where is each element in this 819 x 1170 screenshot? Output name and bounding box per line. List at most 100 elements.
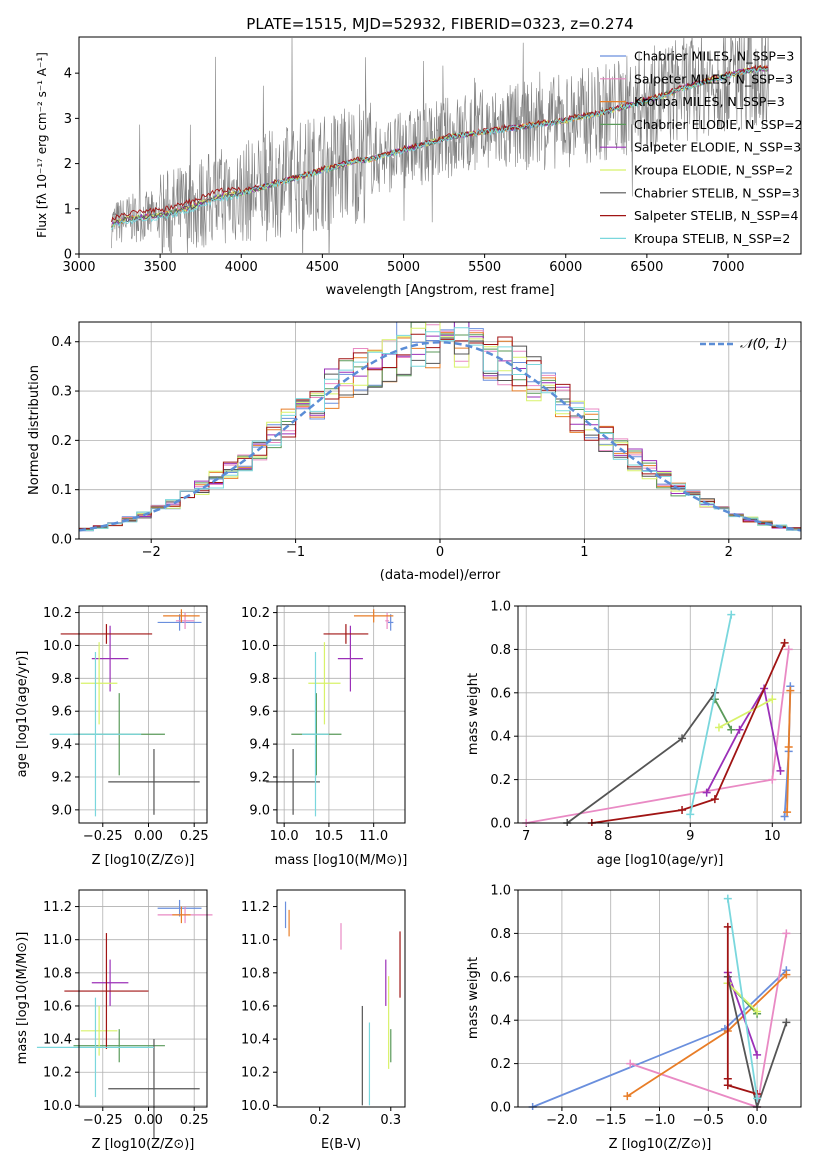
weight-marker (714, 723, 723, 732)
residuals-plot-area (79, 322, 801, 539)
y-tick-label: 2 (64, 157, 72, 172)
weight-marker (686, 810, 695, 819)
panel-frame (78, 889, 208, 1108)
y-tick-label: 9.0 (51, 803, 72, 818)
residuals-ticks: −2 −1 0 1 2 0.0 0.1 0.2 0.3 0.4 (51, 321, 802, 560)
y-tick-label: 0.0 (490, 1101, 511, 1116)
spectrum-plot-area (110, 37, 769, 254)
weight-marker (768, 775, 777, 784)
panel-frame (78, 605, 208, 824)
legend-label: Kroupa MILES, N_SSP=3 (634, 94, 785, 109)
weight-marker (723, 1081, 732, 1090)
x-tick-label: 10 (764, 829, 781, 844)
residuals-panel: −2 −1 0 1 2 0.0 0.1 0.2 0.3 0.4 (data-model)/erro… (27, 321, 802, 583)
spectrum-title: PLATE=1515, MJD=52932, FIBERID=0323, z=0… (246, 15, 633, 33)
y-tick-label: 10.0 (241, 1099, 270, 1114)
weight-marker (702, 788, 711, 797)
x-tick-label: 5500 (468, 260, 501, 275)
x-tick-label: 0.00 (134, 1113, 163, 1128)
age-vs-Z-ylabel: age [log10(age/yr)] (15, 651, 30, 778)
y-tick-label: 3 (64, 112, 72, 127)
x-tick-label: −0.25 (83, 1113, 123, 1128)
weight-vs-age-ylabel: mass weight (466, 673, 481, 755)
y-tick-label: 1 (64, 202, 72, 217)
mass-vs-Z-ylabel: mass [log10(M/M⊙)] (15, 932, 30, 1065)
age-vs-Z-xlabel: Z [log10(Z/Z⊙)] (92, 853, 195, 868)
y-tick-label: 9.6 (51, 705, 72, 720)
legend-label: Salpeter ELODIE, N_SSP=3 (634, 140, 801, 155)
x-tick-label: 0.00 (134, 829, 163, 844)
weight-line (689, 614, 733, 815)
weight-marker (678, 734, 687, 743)
y-tick-label: 0.0 (490, 817, 511, 832)
y-tick-label: 9.8 (51, 672, 72, 687)
y-tick-label: 10.2 (43, 606, 72, 621)
mass-vs-Z-xlabel: Z [log10(Z/Z⊙)] (92, 1137, 195, 1152)
weight-vs-Z-ylabel: mass weight (466, 957, 481, 1039)
weight-marker (782, 1018, 791, 1027)
mass-vs-Z-panel: mass [log10(M/M⊙)] Z [log10(Z/Z⊙)] −0.25… (15, 889, 213, 1152)
x-tick-label: 5000 (387, 260, 420, 275)
x-tick-label: 6500 (630, 260, 663, 275)
x-tick-label: 0.25 (180, 829, 209, 844)
weight-marker (776, 766, 785, 775)
weight-marker (727, 610, 736, 619)
spectrum-clipped-group (110, 37, 769, 254)
weight-vs-Z-xlabel: Z [log10(Z/Z⊙)] (609, 1137, 712, 1152)
y-tick-label: 9.8 (249, 672, 270, 687)
y-tick-label: 9.6 (249, 705, 270, 720)
y-tick-label: 0.0 (51, 533, 72, 548)
weight-marker (727, 725, 736, 734)
weight-marker (786, 686, 795, 695)
weight-vs-age-panel: mass weight age [log10(age/yr)] 7 8 9 10 0.0… (466, 600, 802, 868)
y-tick-label: 10.8 (43, 966, 72, 981)
x-tick-label: 1 (580, 545, 588, 560)
y-tick-label: 11.2 (241, 900, 270, 915)
weight-marker (784, 645, 793, 654)
x-tick-label: 8 (604, 829, 612, 844)
x-tick-label: −0.5 (693, 1113, 725, 1128)
y-tick-label: 0.3 (51, 385, 72, 400)
weight-vs-Z-panel: mass weight Z [log10(Z/Z⊙)] −2.0 −1.5 −1.0… (466, 884, 802, 1152)
mass-vs-ebv-panel: E(B-V) 0.2 0.3 10.0 10.2 10.4 10.6 10.8 11.0 11.… (241, 889, 406, 1152)
weight-vs-age-xlabel: age [log10(age/yr)] (597, 853, 724, 868)
x-tick-label: 4000 (225, 260, 258, 275)
weight-line (718, 698, 773, 729)
weight-marker (753, 1007, 762, 1016)
y-tick-label: 0.2 (51, 434, 72, 449)
panel-frame (517, 605, 802, 824)
weight-line (714, 698, 733, 731)
x-tick-label: 0.2 (309, 1113, 330, 1128)
residuals-xlabel: (data-model)/error (380, 568, 501, 583)
age-vs-Z-panel: age [log10(age/yr)] Z [log10(Z/Z⊙)] −0.2… (15, 605, 209, 868)
y-tick-label: 10.0 (241, 639, 270, 654)
weight-marker (784, 743, 793, 752)
mass-vs-ebv-xlabel: E(B-V) (321, 1137, 361, 1152)
x-tick-label: 0.3 (380, 1113, 401, 1128)
gauss-legend-label: 𝒩(0, 1) (740, 337, 787, 352)
legend-label: Chabrier STELIB, N_SSP=3 (634, 185, 800, 200)
residuals-ylabel: Normed distribution (27, 365, 42, 495)
y-tick-label: 10.2 (241, 606, 270, 621)
x-tick-label: 7 (522, 829, 530, 844)
weight-line (726, 972, 758, 1056)
x-tick-label: 10.0 (270, 829, 299, 844)
y-tick-label: 0.2 (490, 1057, 511, 1072)
y-tick-label: 10.6 (241, 999, 270, 1014)
weight-marker (735, 725, 744, 734)
observed-spectrum-line (111, 37, 769, 254)
x-tick-label: −2 (142, 545, 161, 560)
legend-label: Chabrier ELODIE, N_SSP=2 (634, 117, 803, 132)
weight-marker (780, 812, 789, 821)
y-tick-label: 0.6 (490, 970, 511, 985)
weight-marker (710, 795, 719, 804)
panel-clipped-group (522, 610, 795, 826)
x-tick-label: −0.25 (83, 829, 123, 844)
model-fit-line (110, 64, 769, 223)
weight-marker (768, 695, 777, 704)
y-tick-label: 10.0 (43, 1099, 72, 1114)
y-tick-label: 9.4 (51, 738, 72, 753)
model-fit-line (111, 67, 769, 231)
y-tick-label: 0.1 (51, 483, 72, 498)
